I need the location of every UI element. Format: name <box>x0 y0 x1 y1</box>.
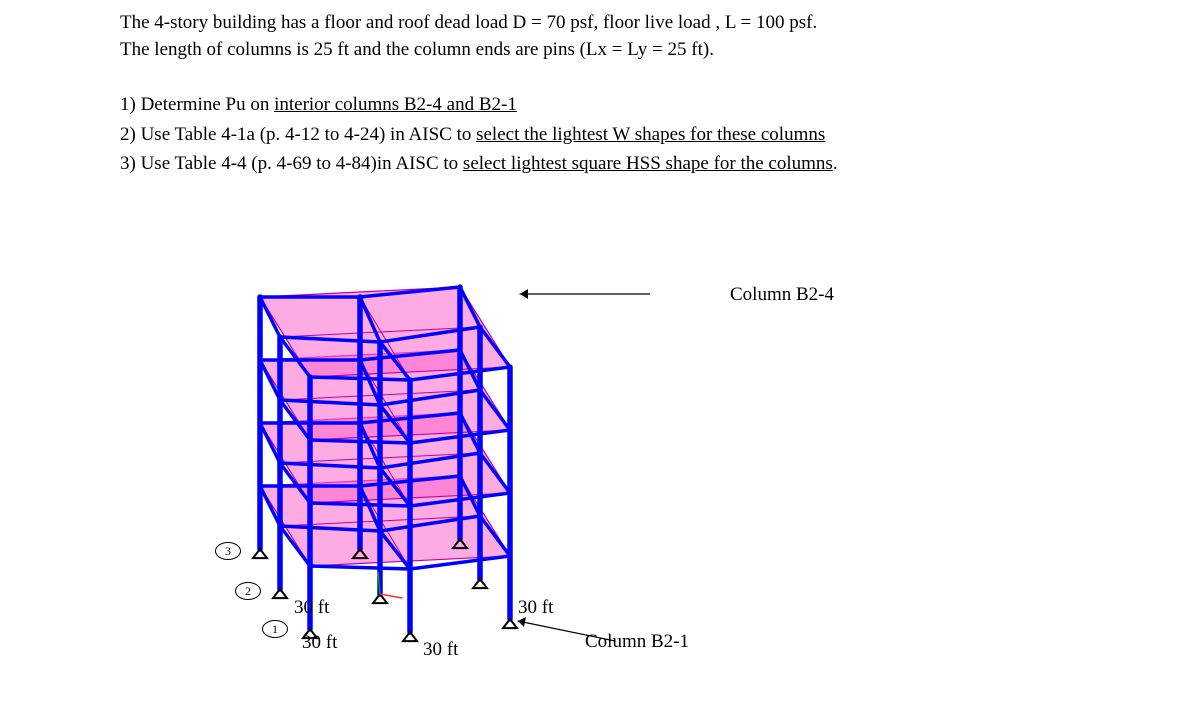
task-1-prefix: 1) Determine Pu on <box>120 94 274 115</box>
task-3-underline: select lightest square HSS shape for the… <box>463 153 833 174</box>
task-list: 1) Determine Pu on interior columns B2-4… <box>120 91 1080 179</box>
label-column-b2-4: Column B2-4 <box>730 284 834 306</box>
grid-bubble: 1 <box>262 620 288 638</box>
label-column-b2-1: Column B2-1 <box>585 631 689 653</box>
task-3-suffix: . <box>833 153 838 174</box>
dimension-label: 30 ft <box>302 632 337 654</box>
dimension-label: 30 ft <box>423 639 458 661</box>
task-1-underline: interior columns B2-4 and B2-1 <box>274 94 517 115</box>
task-2: 2) Use Table 4-1a (p. 4-12 to 4-24) in A… <box>120 121 1080 150</box>
task-3: 3) Use Table 4-4 (p. 4-69 to 4-84)in AIS… <box>120 150 1080 179</box>
building-figure: Column B2-4 Column B2-1 30 ft 30 ft 30 ft 3… <box>120 199 1080 659</box>
problem-line-2: The length of columns is 25 ft and the c… <box>120 37 1080 64</box>
task-2-prefix: 2) Use Table 4-1a (p. 4-12 to 4-24) in A… <box>120 124 476 145</box>
isometric-frame-svg <box>220 199 650 659</box>
task-3-prefix: 3) Use Table 4-4 (p. 4-69 to 4-84)in AIS… <box>120 153 463 174</box>
dimension-label: 30 ft <box>294 597 329 619</box>
task-2-underline: select the lightest W shapes for these c… <box>476 124 825 145</box>
dimension-label: 30 ft <box>518 597 553 619</box>
problem-line-1: The 4-story building has a floor and roo… <box>120 10 1080 37</box>
grid-bubble: 2 <box>235 582 261 600</box>
task-1: 1) Determine Pu on interior columns B2-4… <box>120 91 1080 120</box>
grid-bubble: 3 <box>215 542 241 560</box>
